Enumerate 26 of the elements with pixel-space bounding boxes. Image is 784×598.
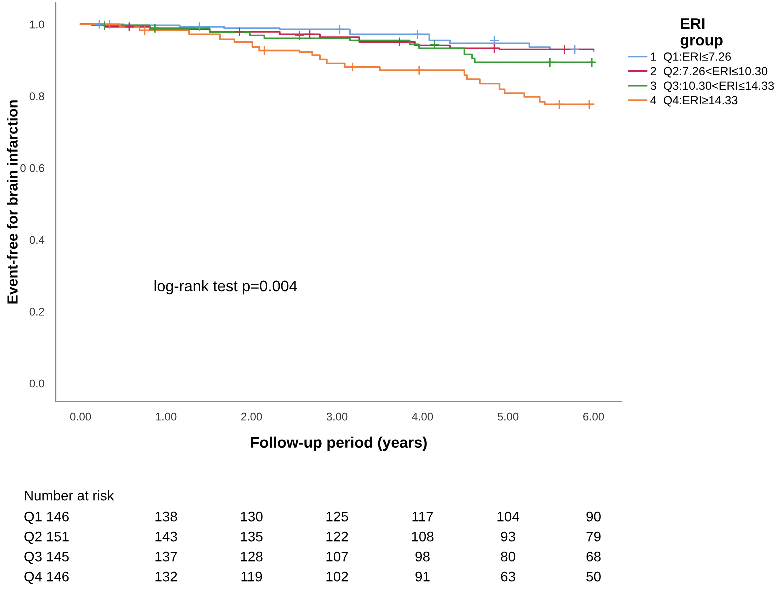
- text: Q2 151 143 135 122 108 93 79: [24, 532, 601, 544]
- y-tick-label: 0.4: [30, 236, 45, 244]
- legend-label: 2 Q2:7.26<ERI≤10.30: [650, 67, 768, 78]
- legend-title: ERI group: [680, 18, 723, 49]
- legend-label: 3 Q3:10.30<ERI≤14.33: [650, 82, 774, 92]
- text: Q1 146 138 130 125 117 104 90: [24, 512, 601, 524]
- y-tick-label: 0 0.6: [20, 164, 44, 172]
- y-tick-label: 0.0: [30, 380, 44, 388]
- x-tick-label: 1.00: [156, 412, 177, 421]
- x-tick-label: 0.00: [70, 412, 92, 421]
- x-tick-label: 4.00: [412, 412, 434, 421]
- y-tick-label: 0.2: [30, 308, 44, 316]
- text: Q4 146 132 119 102 91 63 50: [24, 572, 601, 584]
- x-tick-label: 6.00: [584, 412, 604, 421]
- x-tick-label: 2.00: [242, 412, 262, 421]
- x-tick-label: 5.00: [498, 412, 519, 421]
- x-tick-label: 3.00: [326, 412, 348, 421]
- text: Number at risk: [25, 490, 114, 501]
- legend-label: 4 Q4:ERI≥14.33: [650, 96, 738, 107]
- x-axis-title: Follow-up period (years): [251, 436, 427, 452]
- annotation: log-rank test p=0.004: [154, 280, 298, 295]
- text: Q3 145 137 128 107 98 80 68: [24, 552, 601, 564]
- legend-label: 1 Q1:ERI≤7.26: [651, 52, 732, 64]
- y-tick-label: 0.8: [30, 92, 44, 100]
- y-axis-title: Event-free for brain infarction: [7, 100, 18, 304]
- y-tick-label: 1.0: [30, 20, 44, 29]
